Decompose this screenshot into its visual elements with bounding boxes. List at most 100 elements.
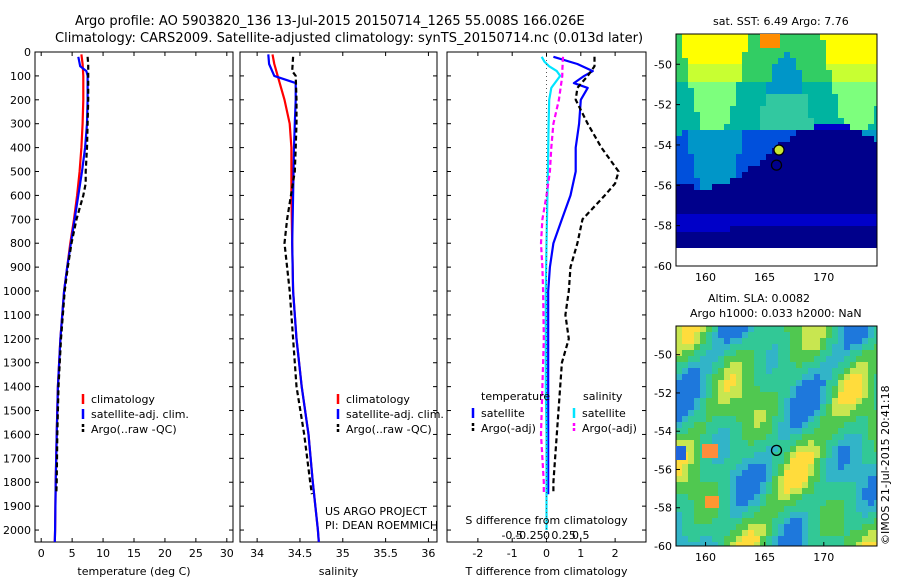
map-cell bbox=[808, 464, 814, 470]
map-cell bbox=[682, 464, 688, 470]
map-cell bbox=[808, 148, 814, 154]
map-cell bbox=[808, 350, 814, 356]
map-cell bbox=[838, 458, 844, 464]
map-cell bbox=[766, 244, 772, 248]
map-cell bbox=[748, 428, 754, 434]
map-cell bbox=[832, 46, 838, 52]
map-cell bbox=[676, 172, 682, 178]
map-cell bbox=[784, 512, 790, 518]
map-cell bbox=[856, 458, 862, 464]
map-cell bbox=[682, 178, 688, 184]
map-cell bbox=[826, 530, 832, 536]
map-cell bbox=[826, 344, 832, 350]
figure-title-line2: Climatology: CARS2009. Satellite-adjuste… bbox=[55, 31, 643, 46]
map-cell bbox=[748, 214, 754, 220]
map-cell bbox=[694, 542, 700, 546]
map-cell bbox=[706, 190, 712, 196]
map-cell bbox=[796, 166, 802, 172]
map-cell bbox=[808, 452, 814, 458]
map-cell bbox=[802, 536, 808, 542]
map-cell bbox=[718, 440, 724, 446]
map-cell bbox=[838, 196, 844, 202]
map-cell bbox=[718, 524, 724, 530]
map-cell bbox=[712, 386, 718, 392]
map-image bbox=[676, 34, 877, 248]
map-cell bbox=[874, 190, 877, 196]
map-cell bbox=[808, 500, 814, 506]
map-cell bbox=[850, 542, 856, 546]
map-cell bbox=[688, 208, 694, 214]
map-cell bbox=[748, 34, 754, 40]
map-cell bbox=[862, 536, 868, 542]
map-cell bbox=[766, 202, 772, 208]
map-cell bbox=[874, 386, 877, 392]
map-cell bbox=[850, 488, 856, 494]
project-credit: US ARGO PROJECT bbox=[325, 505, 427, 518]
map-cell bbox=[832, 178, 838, 184]
map-cell bbox=[760, 428, 766, 434]
map-cell bbox=[772, 190, 778, 196]
map-cell bbox=[844, 488, 850, 494]
map-cell bbox=[712, 374, 718, 380]
map-cell bbox=[706, 440, 712, 446]
map-cell bbox=[856, 332, 862, 338]
map-cell bbox=[682, 136, 688, 142]
legend-label: satellite bbox=[481, 407, 525, 420]
map-cell bbox=[802, 148, 808, 154]
map-cell bbox=[736, 70, 742, 76]
map-cell bbox=[682, 476, 688, 482]
map-cell bbox=[718, 202, 724, 208]
map-cell bbox=[856, 136, 862, 142]
map-cell bbox=[712, 166, 718, 172]
map-cell bbox=[802, 524, 808, 530]
map-cell bbox=[838, 118, 844, 124]
map-cell bbox=[688, 446, 694, 452]
map-cell bbox=[856, 88, 862, 94]
map-cell bbox=[736, 154, 742, 160]
map-cell bbox=[688, 106, 694, 112]
map-cell bbox=[676, 46, 682, 52]
map-cell bbox=[778, 196, 784, 202]
map-cell bbox=[838, 124, 844, 130]
map-cell bbox=[742, 530, 748, 536]
map-cell bbox=[796, 530, 802, 536]
map-cell bbox=[796, 106, 802, 112]
map-cell bbox=[868, 350, 874, 356]
map-cell bbox=[718, 470, 724, 476]
map-cell bbox=[808, 130, 814, 136]
map-cell bbox=[784, 410, 790, 416]
map-cell bbox=[706, 518, 712, 524]
map-cell bbox=[862, 88, 868, 94]
map-cell bbox=[748, 142, 754, 148]
map-cell bbox=[682, 338, 688, 344]
map-cell bbox=[784, 494, 790, 500]
map-cell bbox=[748, 536, 754, 542]
map-cell bbox=[760, 136, 766, 142]
map-cell bbox=[748, 374, 754, 380]
map-cell bbox=[772, 434, 778, 440]
map-cell bbox=[874, 220, 877, 226]
map-cell bbox=[874, 34, 877, 40]
map-cell bbox=[838, 106, 844, 112]
map-cell bbox=[712, 52, 718, 58]
map-cell bbox=[712, 184, 718, 190]
map-cell bbox=[730, 482, 736, 488]
map-cell bbox=[700, 374, 706, 380]
map-cell bbox=[826, 88, 832, 94]
map-cell bbox=[862, 40, 868, 46]
map-cell bbox=[724, 136, 730, 142]
map-cell bbox=[844, 452, 850, 458]
map-cell bbox=[808, 332, 814, 338]
map-cell bbox=[820, 184, 826, 190]
map-cell bbox=[832, 476, 838, 482]
map-cell bbox=[856, 446, 862, 452]
map-cell bbox=[808, 422, 814, 428]
map-cell bbox=[730, 178, 736, 184]
map-cell bbox=[688, 482, 694, 488]
map-cell bbox=[874, 64, 877, 70]
map-cell bbox=[844, 356, 850, 362]
map-cell bbox=[730, 476, 736, 482]
sla-map-title-line2: Argo h1000: 0.033 h2000: NaN bbox=[690, 307, 862, 320]
map-cell bbox=[820, 524, 826, 530]
map-cell bbox=[796, 220, 802, 226]
